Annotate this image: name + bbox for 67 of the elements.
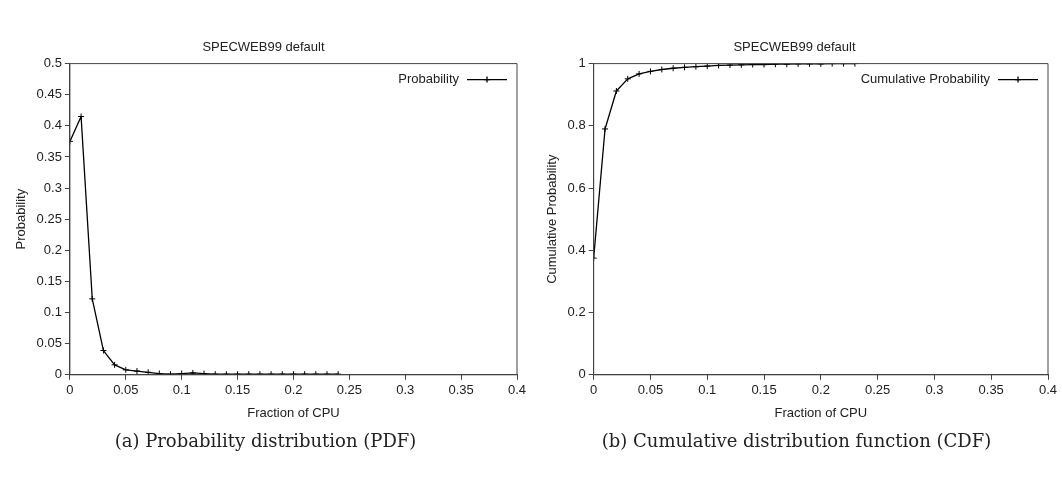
x-tick-label: 0.05	[113, 382, 139, 398]
point	[726, 63, 734, 69]
point	[612, 87, 620, 95]
x-tick-label: 0.35	[978, 382, 1004, 398]
x-axis-title: Fraction of CPU	[774, 404, 868, 420]
chart-title: SPECWEB99 default	[733, 39, 856, 55]
y-axis-title: Probability	[13, 188, 29, 250]
point	[189, 369, 197, 375]
y-tick-label: 0.6	[567, 179, 586, 195]
point	[99, 347, 107, 355]
point	[144, 368, 152, 375]
y-tick-label: 1	[578, 55, 586, 71]
text: (b) Cumulative distribution function (CDF)	[600, 430, 993, 451]
point	[624, 75, 632, 83]
x-tick-label: 0.2	[284, 382, 303, 398]
y-tick-label: 0.15	[36, 273, 62, 289]
x-tick-label: 0.05	[637, 382, 664, 398]
chart-title: SPECWEB99 default	[202, 39, 325, 55]
y-tick-label: 0.2	[567, 304, 586, 320]
y-tick-label: 0.35	[36, 148, 62, 164]
x-tick-label: 0.15	[224, 382, 251, 398]
point	[646, 67, 654, 75]
point	[715, 63, 723, 69]
y-tick-label: 0.4	[43, 117, 62, 133]
y-tick-label: 0.4	[567, 241, 586, 257]
x-tick-label: 0.35	[448, 382, 474, 398]
point	[681, 63, 689, 71]
point	[122, 366, 130, 374]
legend-label: Cumulative Probability	[860, 71, 991, 87]
point	[737, 63, 745, 69]
y-tick-label: 0.05	[36, 335, 62, 351]
x-tick-label: 0.25	[864, 382, 891, 398]
text: (a) Probability distribution (PDF)	[113, 430, 418, 451]
point	[111, 361, 119, 369]
point	[658, 66, 666, 74]
point	[77, 113, 85, 120]
point	[669, 64, 677, 72]
y-tick-label: 0.45	[36, 86, 62, 102]
point	[760, 63, 768, 69]
x-tick-label: 0.1	[172, 382, 191, 398]
x-tick-label: 0.4	[507, 382, 527, 398]
y-tick-label: 0.25	[36, 210, 62, 226]
y-tick-label: 0.5	[43, 55, 62, 71]
y-tick-label: 0.1	[43, 304, 62, 320]
x-tick-label: 0.25	[336, 382, 362, 398]
x-tick-label: 0.1	[698, 382, 717, 398]
x-tick-label: 0.3	[925, 382, 944, 398]
x-tick-label: 0	[590, 382, 598, 398]
point	[703, 63, 711, 70]
x-axis-title: Fraction of CPU	[247, 404, 340, 420]
point	[692, 63, 700, 71]
point	[88, 295, 96, 303]
y-axis-title: Cumulative Probability	[544, 154, 560, 284]
x-tick-label: 0.4	[1038, 382, 1058, 398]
x-tick-label: 0.3	[396, 382, 415, 398]
x-tick-label: 0.15	[751, 382, 777, 398]
y-tick-label: 0	[578, 366, 586, 382]
point	[133, 367, 141, 375]
y-tick-label: 0	[54, 366, 62, 382]
y-tick-label: 0.2	[43, 241, 62, 257]
point	[635, 70, 643, 78]
x-tick-label: 0	[66, 382, 74, 398]
x-tick-label: 0.2	[811, 382, 830, 398]
y-tick-label: 0.3	[43, 179, 62, 195]
legend-label: Probability	[398, 71, 460, 87]
point	[601, 125, 609, 133]
y-tick-label: 0.8	[567, 117, 586, 133]
